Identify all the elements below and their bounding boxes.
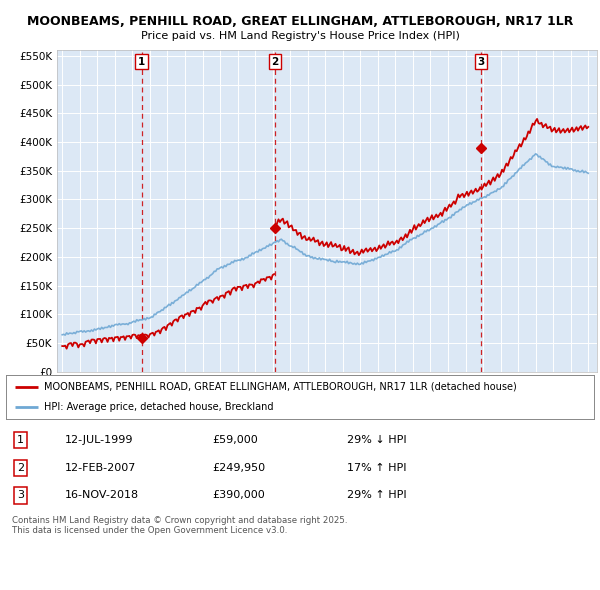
Text: 29% ↑ HPI: 29% ↑ HPI <box>347 490 407 500</box>
Text: MOONBEAMS, PENHILL ROAD, GREAT ELLINGHAM, ATTLEBOROUGH, NR17 1LR (detached house: MOONBEAMS, PENHILL ROAD, GREAT ELLINGHAM… <box>44 382 517 392</box>
Text: £249,950: £249,950 <box>212 463 265 473</box>
Text: £59,000: £59,000 <box>212 435 257 445</box>
Text: 12-FEB-2007: 12-FEB-2007 <box>65 463 136 473</box>
Text: 2: 2 <box>271 57 278 67</box>
Text: £390,000: £390,000 <box>212 490 265 500</box>
Text: 17% ↑ HPI: 17% ↑ HPI <box>347 463 407 473</box>
Text: HPI: Average price, detached house, Breckland: HPI: Average price, detached house, Brec… <box>44 402 274 412</box>
Text: Price paid vs. HM Land Registry's House Price Index (HPI): Price paid vs. HM Land Registry's House … <box>140 31 460 41</box>
Text: 16-NOV-2018: 16-NOV-2018 <box>65 490 139 500</box>
Text: 2: 2 <box>17 463 24 473</box>
Text: 12-JUL-1999: 12-JUL-1999 <box>65 435 133 445</box>
Text: 3: 3 <box>17 490 24 500</box>
Text: 1: 1 <box>17 435 24 445</box>
Text: 29% ↓ HPI: 29% ↓ HPI <box>347 435 407 445</box>
Text: 3: 3 <box>478 57 485 67</box>
Text: Contains HM Land Registry data © Crown copyright and database right 2025.
This d: Contains HM Land Registry data © Crown c… <box>12 516 347 535</box>
Text: 1: 1 <box>138 57 145 67</box>
Text: MOONBEAMS, PENHILL ROAD, GREAT ELLINGHAM, ATTLEBOROUGH, NR17 1LR: MOONBEAMS, PENHILL ROAD, GREAT ELLINGHAM… <box>27 15 573 28</box>
